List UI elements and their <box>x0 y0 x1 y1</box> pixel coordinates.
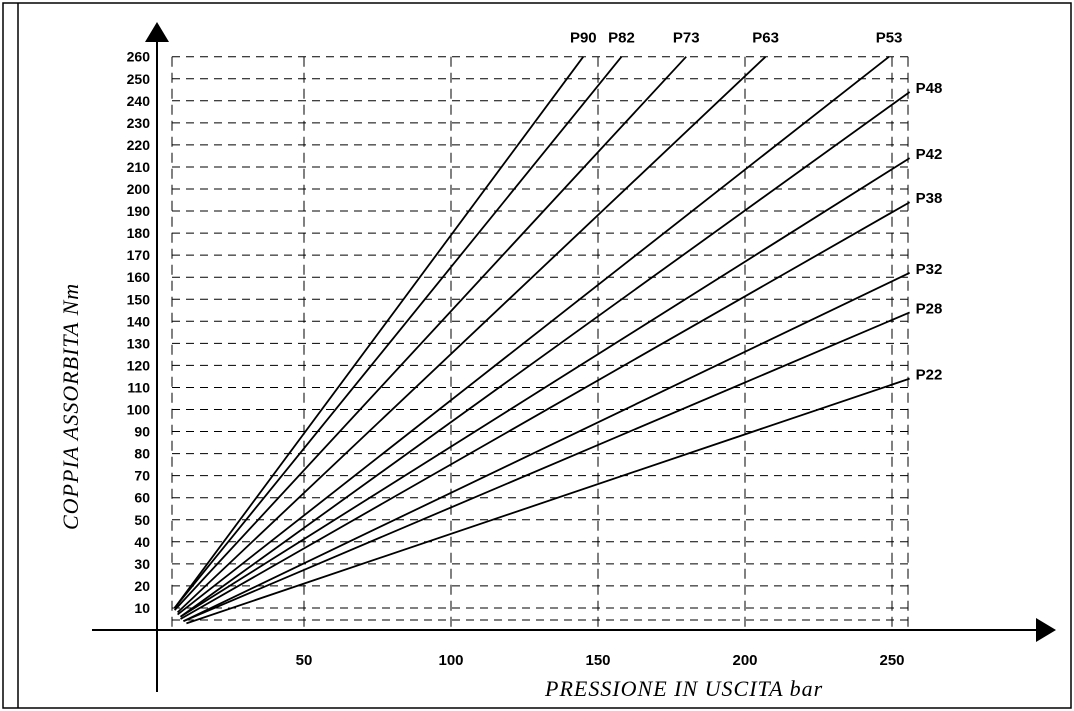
series-line-p38 <box>180 201 911 620</box>
series-line-p73 <box>173 56 687 611</box>
series-label-p73: P73 <box>673 30 700 47</box>
y-tick-label: 230 <box>127 115 151 131</box>
y-axis-arrow-icon <box>145 22 169 42</box>
y-tick-label: 120 <box>127 357 151 373</box>
series-label-p53: P53 <box>876 30 903 47</box>
series-label-p38: P38 <box>916 190 943 207</box>
series-label-p32: P32 <box>916 261 943 278</box>
x-axis-title: PRESSIONE IN USCITA bar <box>544 676 823 701</box>
series-line-p48 <box>179 91 911 618</box>
series-line-p22 <box>186 377 910 625</box>
series-line-p28 <box>183 311 910 623</box>
series-line-p32 <box>183 271 911 622</box>
y-tick-label: 160 <box>127 269 151 285</box>
y-tick-label: 150 <box>127 291 151 307</box>
y-tick-label: 130 <box>127 335 151 351</box>
y-tick-label: 210 <box>127 159 151 175</box>
y-tick-label: 100 <box>127 402 151 418</box>
y-tick-label: 260 <box>127 49 151 65</box>
series-label-p48: P48 <box>916 80 943 97</box>
x-tick-label: 150 <box>585 652 610 669</box>
series-line-p63 <box>176 56 767 614</box>
y-tick-label: 200 <box>127 181 151 197</box>
x-tick-label: 250 <box>879 652 904 669</box>
series-lines <box>173 55 911 625</box>
axes <box>92 22 1056 692</box>
grid <box>171 56 909 630</box>
y-tick-label: 220 <box>127 137 151 153</box>
y-tick-label: 140 <box>127 313 151 329</box>
x-axis-arrow-icon <box>1036 618 1056 642</box>
y-tick-label: 20 <box>134 578 150 594</box>
y-tick-label: 40 <box>134 534 150 550</box>
x-tick-label: 50 <box>296 652 313 669</box>
series-labels: P90 P82 P73 P63 P53 P48 P42 P38 P32 P28 P22 <box>570 30 942 384</box>
y-tick-label: 90 <box>134 424 150 440</box>
series-line-p82 <box>173 56 623 609</box>
y-axis-title: COPPIA ASSORBITA Nm <box>58 283 83 530</box>
series-line-p90 <box>173 56 585 609</box>
y-tick-label: 110 <box>127 379 150 395</box>
series-label-p28: P28 <box>916 300 943 317</box>
series-line-p53 <box>177 55 890 616</box>
series-label-p42: P42 <box>916 146 943 163</box>
x-tick-label: 100 <box>438 652 463 669</box>
tick-labels: 10 20 30 40 50 60 70 80 90 100 110 120 130 140 150 160 1… <box>127 49 905 669</box>
x-tick-label: 200 <box>732 652 757 669</box>
y-tick-label: 170 <box>127 247 151 263</box>
y-tick-label: 50 <box>134 512 150 528</box>
series-label-p63: P63 <box>752 30 779 47</box>
y-tick-label: 190 <box>127 203 151 219</box>
series-label-p90: P90 <box>570 30 597 47</box>
series-label-p22: P22 <box>916 367 943 384</box>
y-tick-label: 30 <box>134 556 150 572</box>
y-tick-label: 70 <box>134 468 150 484</box>
y-tick-label: 10 <box>134 600 150 616</box>
y-tick-label: 60 <box>134 490 150 506</box>
y-tick-label: 250 <box>127 71 151 87</box>
y-tick-label: 240 <box>127 93 151 109</box>
y-tick-label: 80 <box>134 446 150 462</box>
y-tick-label: 180 <box>127 225 151 241</box>
series-line-p42 <box>180 157 911 618</box>
series-label-p82: P82 <box>608 30 635 47</box>
